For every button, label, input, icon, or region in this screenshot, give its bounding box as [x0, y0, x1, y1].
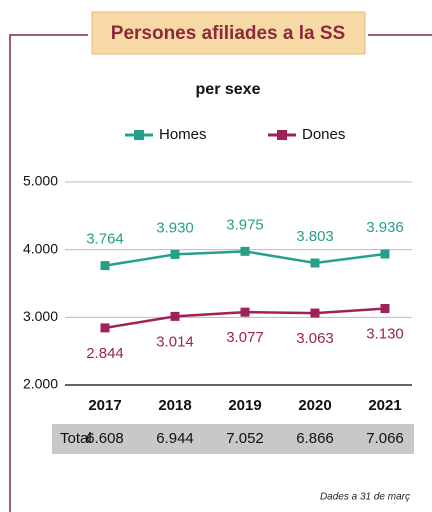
- x-tick-label: 2018: [158, 397, 191, 414]
- legend-marker: [277, 130, 287, 140]
- point: [170, 249, 180, 259]
- chart-title: Persones afiliades a la SS: [111, 23, 345, 44]
- total-value: 6.944: [156, 430, 194, 447]
- data-label: 3.803: [296, 228, 334, 245]
- data-label: 3.130: [366, 326, 404, 343]
- y-tick-label: 2.000: [23, 376, 58, 392]
- point: [170, 311, 180, 321]
- data-label: 3.975: [226, 216, 264, 233]
- legend-marker: [134, 130, 144, 140]
- point: [100, 261, 110, 271]
- totals-band: [52, 424, 414, 454]
- point: [310, 258, 320, 268]
- x-tick-label: 2020: [298, 397, 331, 414]
- data-label: 3.764: [86, 231, 124, 248]
- data-label: 3.077: [226, 329, 264, 346]
- frame: [9, 34, 432, 512]
- y-tick-label: 4.000: [23, 240, 58, 256]
- x-tick-label: 2017: [88, 397, 121, 414]
- total-value: 6.866: [296, 430, 334, 447]
- total-value: 6.608: [86, 430, 124, 447]
- note: Dades a 31 de març: [320, 492, 410, 503]
- title-box: [91, 11, 366, 55]
- subtitle: per sexe: [196, 81, 261, 98]
- point: [310, 308, 320, 318]
- y-tick-label: 5.000: [23, 173, 58, 189]
- legend-label: Dones: [302, 126, 345, 143]
- point: [380, 249, 390, 259]
- data-label: 3.936: [366, 219, 404, 236]
- x-tick-label: 2021: [368, 397, 401, 414]
- legend-label: Homes: [159, 126, 207, 143]
- y-tick-label: 3.000: [23, 308, 58, 324]
- x-tick-label: 2019: [228, 397, 261, 414]
- total-value: 7.052: [226, 430, 264, 447]
- point: [100, 323, 110, 333]
- point: [240, 307, 250, 317]
- data-label: 3.063: [296, 330, 334, 347]
- data-label: 2.844: [86, 345, 124, 362]
- point: [240, 246, 250, 256]
- data-label: 3.930: [156, 219, 194, 236]
- total-value: 7.066: [366, 430, 404, 447]
- data-label: 3.014: [156, 333, 194, 350]
- total-label: Total: [60, 430, 92, 447]
- point: [380, 304, 390, 314]
